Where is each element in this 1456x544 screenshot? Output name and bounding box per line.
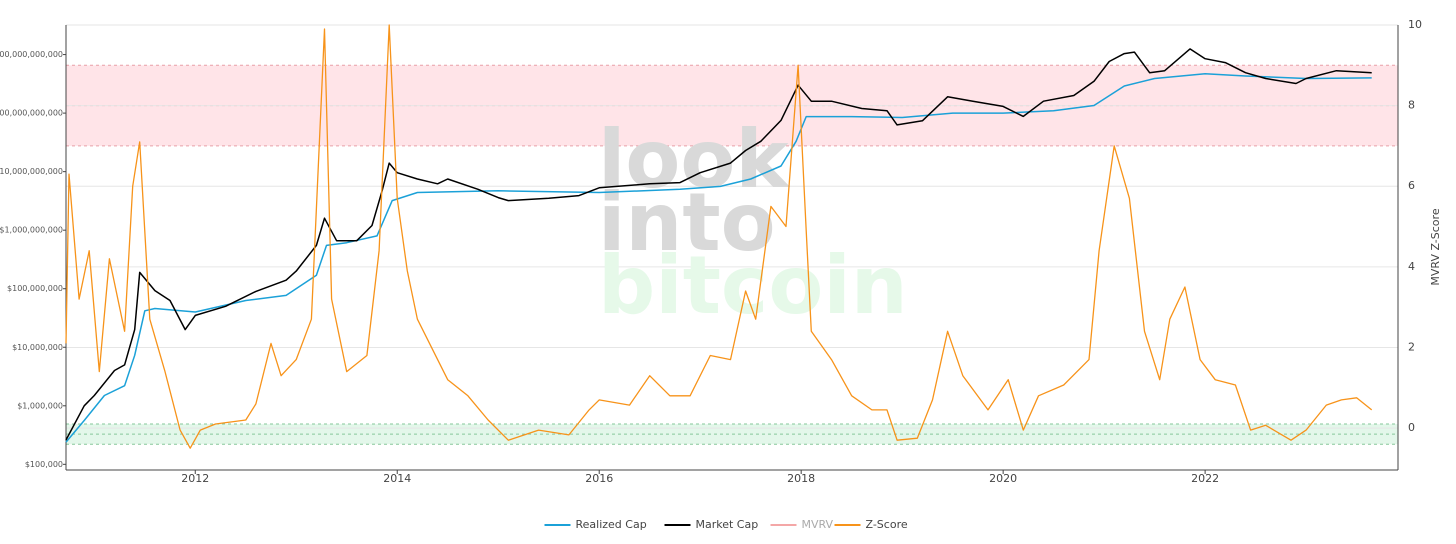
y-tick-label: $100,000,000,000 — [0, 109, 63, 118]
y-tick-label: $1,000,000,000,000 — [0, 50, 63, 59]
x-tick-label: 2018 — [787, 472, 815, 485]
series-line — [65, 24, 1373, 449]
legend-label: Realized Cap — [576, 518, 647, 531]
series-line — [65, 73, 1372, 443]
legend-label: Market Cap — [696, 518, 759, 531]
y-tick-label: $1,000,000,000 — [0, 226, 63, 235]
y2-tick-label: 8 — [1408, 99, 1415, 112]
y-tick-label: $100,000,000 — [7, 284, 63, 293]
legend-label: MVRV — [802, 518, 834, 531]
y2-tick-label: 0 — [1408, 421, 1415, 434]
y2-tick-label: 10 — [1408, 18, 1422, 31]
x-tick-label: 2020 — [989, 472, 1017, 485]
y-tick-label: $10,000,000,000 — [0, 167, 63, 176]
y2-tick-label: 2 — [1408, 340, 1415, 353]
y-tick-label: $10,000,000 — [12, 343, 63, 352]
legend-label: Z-Score — [866, 518, 908, 531]
x-tick-label: 2016 — [585, 472, 613, 485]
x-tick-label: 2022 — [1191, 472, 1219, 485]
series-line — [65, 48, 1372, 441]
x-tick-label: 2012 — [181, 472, 209, 485]
y-tick-label: $100,000 — [25, 460, 63, 469]
y2-axis-label: MVRV Z-Score — [1429, 208, 1442, 285]
x-tick-label: 2014 — [383, 472, 411, 485]
y2-tick-label: 6 — [1408, 179, 1415, 192]
y2-tick-label: 4 — [1408, 260, 1415, 273]
watermark: bitcoin — [598, 239, 908, 332]
watermark: look — [598, 113, 790, 206]
y-tick-label: $1,000,000 — [17, 401, 63, 410]
